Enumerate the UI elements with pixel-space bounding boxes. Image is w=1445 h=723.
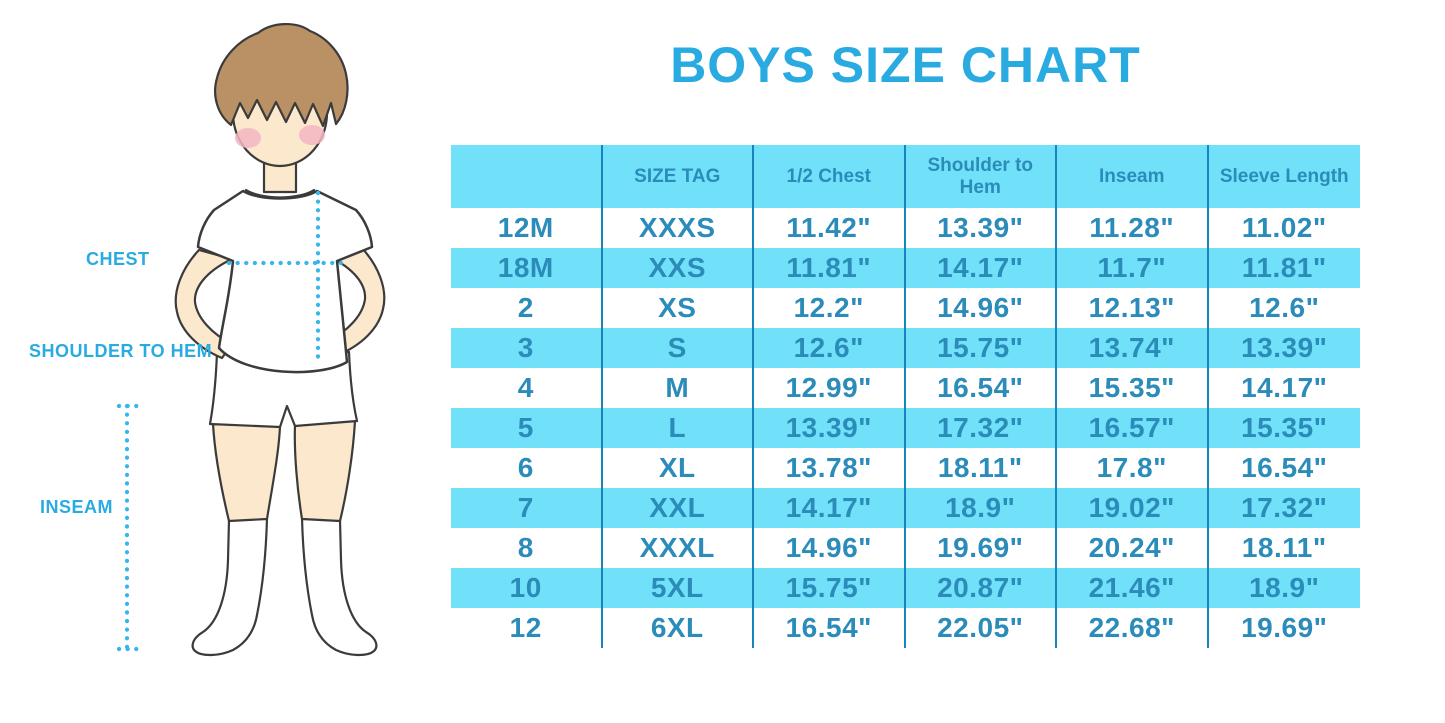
size-cell: 18.9" [1208,568,1360,608]
size-cell: 7 [451,488,603,528]
header-cell: Sleeve Length [1208,145,1360,208]
size-cell: 5XL [602,568,754,608]
size-cell: 12M [451,208,603,248]
size-cell: 21.46" [1057,568,1209,608]
size-cell: 6 [451,448,603,488]
size-cell: 14.17" [754,488,906,528]
size-cell: 12.99" [754,368,906,408]
size-cell: 4 [451,368,603,408]
boy-shirt-collar [244,188,316,199]
size-cell: XXL [602,488,754,528]
size-cell: 11.81" [1208,248,1360,288]
header-cell: Shoulder to Hem [905,145,1057,208]
size-cell: 22.68" [1057,608,1209,648]
size-cell: 13.39" [906,208,1057,248]
header-cell [451,145,603,208]
size-cell: 2 [451,288,603,328]
header-cell: Inseam [1057,145,1209,208]
size-cell: 14.96" [906,288,1057,328]
size-cell: 16.54" [754,608,906,648]
size-cell: 22.05" [906,608,1057,648]
size-cell: 13.74" [1057,328,1209,368]
boy-left-arm [174,248,234,360]
size-cell: 12.13" [1057,288,1209,328]
size-cell: 3 [451,328,603,368]
size-cell: 15.75" [905,328,1057,368]
size-cell: 18.11" [906,448,1057,488]
boy-hair [214,23,349,128]
size-table: SIZE TAG 1/2 Chest Shoulder to Hem Inseam Sl… [451,145,1360,648]
boy-right-leg [293,419,357,523]
boy-left-leg [211,422,282,523]
size-cell: 19.69" [1241,612,1328,643]
size-cell: 12 [451,608,603,648]
boy-right-cheek [299,125,325,145]
size-cell: 13.78" [754,448,906,488]
page-title: BOYS SIZE CHART [670,37,1141,93]
size-cell: L [602,408,754,448]
size-cell: M [603,368,754,408]
size-cell: 15.35" [1208,408,1360,448]
size-cell: 17.8" [1057,448,1209,488]
size-cell: 19.69" [906,528,1057,568]
chest-label: CHEST [86,249,150,269]
size-cell: 6XL [603,608,754,648]
size-cell: 18M [451,248,603,288]
boy-left-sock [191,516,269,657]
size-cell: 15.35" [1057,368,1209,408]
boy-figure-illustration [116,23,386,657]
inseam-label: INSEAM [40,497,114,517]
size-cell: XXXL [603,528,754,568]
size-cell: 18.9" [905,488,1057,528]
size-cell: 10 [451,568,603,608]
boy-right-sock [300,516,378,657]
size-cell: XS [603,288,754,328]
size-cell: 12.2" [754,288,906,328]
size-cell: XL [603,448,754,488]
size-cell: 18.11" [1241,532,1327,563]
size-cell: 11.81" [754,248,906,288]
shoulder-to-hem-label: SHOULDER TO HEM [29,341,213,361]
size-cell: 16.54" [1241,452,1328,483]
size-cell: 11.42" [754,208,906,248]
size-cell: 13.39" [754,408,906,448]
size-cell: 8 [451,528,603,568]
size-cell: 17.32" [905,408,1057,448]
size-cell: 14.17" [1241,372,1328,403]
size-cell: XXS [602,248,754,288]
boy-left-cheek [235,128,261,148]
size-cell: S [602,328,754,368]
size-cell: 16.54" [906,368,1057,408]
size-cell: 11.7" [1057,248,1209,288]
size-cell: 11.28" [1057,208,1209,248]
header-cell: SIZE TAG [602,145,754,208]
size-cell: 14.96" [754,528,906,568]
size-cell: 16.57" [1057,408,1209,448]
boy-shirt [196,189,374,374]
size-cell: 13.39" [1208,328,1360,368]
size-cell: 5 [451,408,603,448]
size-cell: 20.24" [1057,528,1209,568]
size-cell: XXXS [603,208,754,248]
size-cell: 15.75" [754,568,906,608]
size-cell: 11.02" [1241,212,1327,243]
size-cell: 19.02" [1057,488,1209,528]
size-cell: 17.32" [1208,488,1360,528]
size-cell: 12.6" [1249,292,1320,323]
size-cell: 12.6" [754,328,906,368]
size-cell: 14.17" [905,248,1057,288]
header-cell: 1/2 Chest [754,145,906,208]
size-cell: 20.87" [905,568,1057,608]
